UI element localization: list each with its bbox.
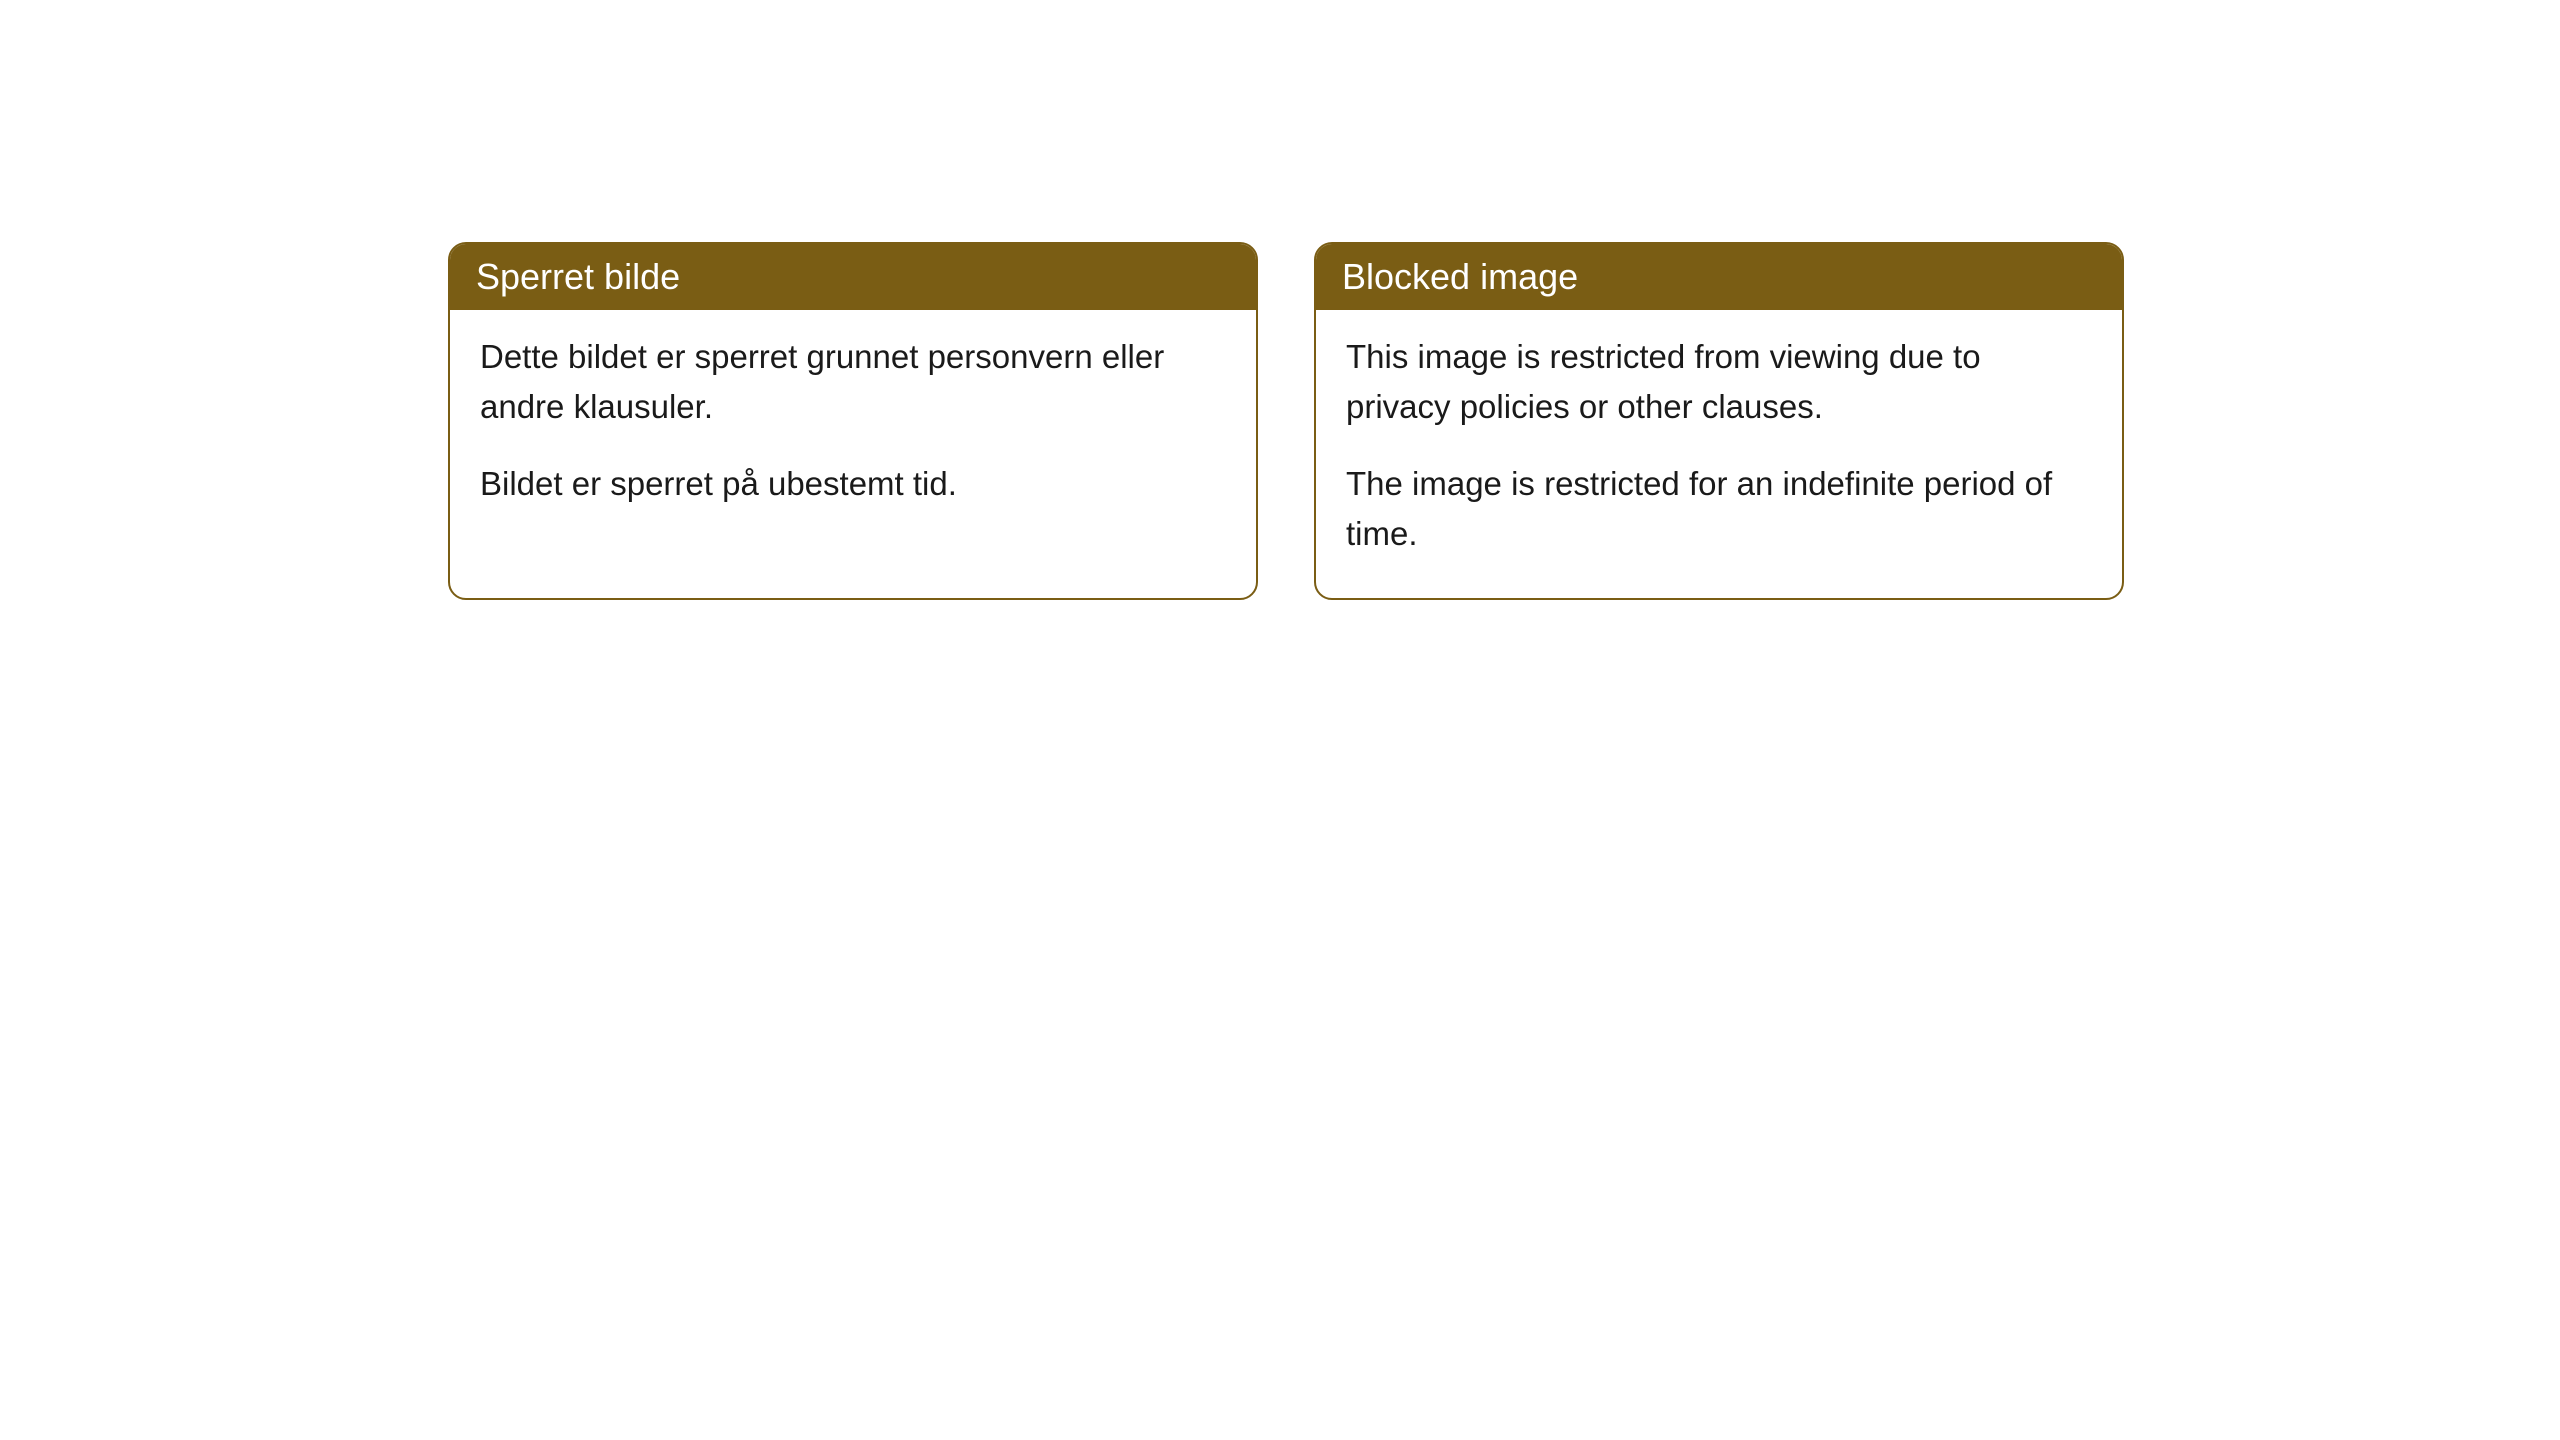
- card-header-norwegian: Sperret bilde: [450, 244, 1256, 310]
- card-title: Sperret bilde: [476, 256, 680, 297]
- card-paragraph: Bildet er sperret på ubestemt tid.: [480, 459, 1226, 509]
- card-header-english: Blocked image: [1316, 244, 2122, 310]
- card-paragraph: Dette bildet er sperret grunnet personve…: [480, 332, 1226, 431]
- notice-card-norwegian: Sperret bilde Dette bildet er sperret gr…: [448, 242, 1258, 600]
- card-body-english: This image is restricted from viewing du…: [1316, 310, 2122, 598]
- card-title: Blocked image: [1342, 256, 1578, 297]
- card-paragraph: The image is restricted for an indefinit…: [1346, 459, 2092, 558]
- card-paragraph: This image is restricted from viewing du…: [1346, 332, 2092, 431]
- card-body-norwegian: Dette bildet er sperret grunnet personve…: [450, 310, 1256, 549]
- notice-card-english: Blocked image This image is restricted f…: [1314, 242, 2124, 600]
- notice-container: Sperret bilde Dette bildet er sperret gr…: [0, 0, 2560, 600]
